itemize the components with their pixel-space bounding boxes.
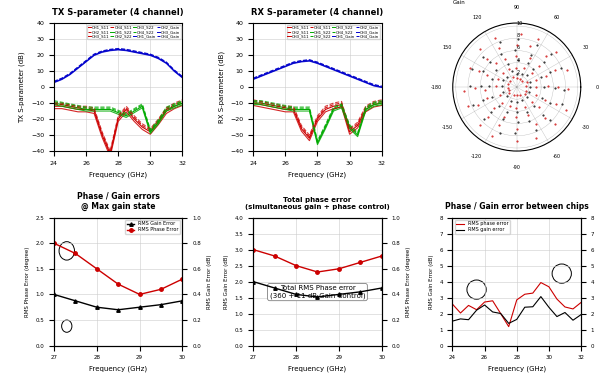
RMS phase error (577, 300, 585, 305)
RMS phase error (537, 280, 544, 285)
RMS phase error (497, 311, 504, 316)
RMS Phase (271, 254, 278, 258)
RMS Phase (357, 260, 364, 265)
RMS Gain Error (93, 305, 101, 310)
RMS Gain Error (72, 298, 79, 303)
RMS phase error (521, 292, 528, 296)
Line: RMS Gain: RMS Gain (252, 280, 383, 299)
RMS phase error (481, 300, 488, 305)
RMS phase error (465, 303, 472, 308)
RMS gain error (489, 310, 496, 314)
Y-axis label: RMS Gain Error (dB): RMS Gain Error (dB) (224, 254, 229, 309)
RMS gain error (553, 314, 561, 319)
Legend: CH1_S11, CH2_S11, CH3_S11, CH4_S11, CH1_S22, CH2_S22, CH3_S22, CH4_S22, CH1_Gain: CH1_S11, CH2_S11, CH3_S11, CH4_S11, CH1_… (87, 25, 180, 39)
Title: TX S-parameter (4 channel): TX S-parameter (4 channel) (52, 8, 184, 17)
RMS Phase (292, 263, 300, 268)
Title: RX S-parameter (4 channel): RX S-parameter (4 channel) (252, 8, 383, 17)
RMS phase error (561, 305, 568, 309)
RMS Gain (357, 290, 364, 294)
RMS phase error (449, 302, 456, 306)
RMS gain error (561, 310, 568, 315)
RMS phase error (489, 298, 496, 303)
Title: Phase / Gain error between chips: Phase / Gain error between chips (445, 202, 589, 211)
RMS phase error (553, 297, 561, 301)
RMS gain error (537, 294, 544, 299)
RMS gain error (521, 305, 528, 310)
RMS gain error (570, 318, 577, 323)
RMS Phase (314, 270, 321, 274)
RMS gain error (505, 321, 512, 326)
RMS Phase Error (158, 287, 165, 291)
RMS Phase Error (50, 241, 58, 245)
Line: RMS Gain Error: RMS Gain Error (52, 293, 184, 311)
Line: RMS phase error: RMS phase error (452, 283, 581, 327)
RMS phase error (513, 298, 521, 302)
RMS gain error (457, 316, 464, 321)
RMS Gain Error (136, 305, 143, 310)
RMS phase error (473, 308, 480, 312)
RMS Gain (292, 292, 300, 297)
Y-axis label: RMS Gain Error (dB): RMS Gain Error (dB) (207, 254, 211, 309)
Y-axis label: RMS Phase Error (degree): RMS Phase Error (degree) (406, 247, 411, 317)
X-axis label: Frequency (GHz): Frequency (GHz) (288, 171, 347, 178)
RMS phase error (545, 285, 552, 289)
Title: Total phase error
(simultaneous gain + phase control): Total phase error (simultaneous gain + p… (245, 197, 390, 210)
Y-axis label: TX S-parameter (dB): TX S-parameter (dB) (19, 51, 26, 123)
RMS phase error (530, 291, 537, 295)
Line: RMS Phase: RMS Phase (252, 248, 383, 274)
RMS Phase (378, 254, 385, 258)
Legend: RMS phase error, RMS gain error: RMS phase error, RMS gain error (455, 220, 510, 234)
RMS phase error (457, 311, 464, 315)
RMS Gain (378, 286, 385, 290)
RMS Gain (335, 292, 343, 297)
X-axis label: Frequency (GHz): Frequency (GHz) (288, 366, 347, 372)
RMS Phase Error (72, 251, 79, 256)
X-axis label: Frequency (GHz): Frequency (GHz) (89, 171, 147, 178)
Y-axis label: RX S-parameter (dB): RX S-parameter (dB) (218, 51, 225, 123)
RMS Gain (271, 286, 278, 290)
Legend: RMS Gain Error, RMS Phase Error: RMS Gain Error, RMS Phase Error (125, 220, 180, 234)
RMS Phase Error (93, 266, 101, 271)
RMS Gain (314, 295, 321, 299)
RMS phase error (570, 307, 577, 311)
Text: Total RMS Phase error
(360 + 11 dB Gain Control): Total RMS Phase error (360 + 11 dB Gain … (270, 285, 365, 299)
X-axis label: Frequency (GHz): Frequency (GHz) (89, 366, 147, 372)
RMS gain error (545, 305, 552, 310)
RMS phase error (505, 324, 512, 329)
RMS gain error (473, 308, 480, 313)
Text: Gain: Gain (453, 0, 465, 5)
Line: RMS Phase Error: RMS Phase Error (52, 242, 184, 296)
RMS gain error (497, 311, 504, 316)
Title: Static vector constellation of TX: Static vector constellation of TX (447, 0, 586, 2)
Y-axis label: RMS Phase Error (degree): RMS Phase Error (degree) (25, 247, 30, 317)
RMS gain error (481, 303, 488, 307)
RMS gain error (465, 318, 472, 322)
RMS Gain Error (114, 308, 122, 312)
RMS Phase Error (136, 292, 143, 297)
X-axis label: Frequency (GHz): Frequency (GHz) (488, 366, 546, 372)
Legend: CH1_S11, CH2_S11, CH3_S11, CH4_S11, CH1_S22, CH2_S22, CH3_S22, CH4_S22, CH1_Gain: CH1_S11, CH2_S11, CH3_S11, CH4_S11, CH1_… (286, 25, 380, 39)
RMS gain error (513, 317, 521, 322)
RMS Gain Error (179, 298, 186, 303)
RMS Gain Error (158, 302, 165, 307)
RMS gain error (577, 312, 585, 317)
Line: RMS gain error: RMS gain error (452, 296, 581, 323)
RMS Phase Error (179, 277, 186, 281)
Y-axis label: RMS Gain Error (dB): RMS Gain Error (dB) (429, 254, 434, 309)
RMS Phase (335, 266, 343, 271)
RMS Phase Error (114, 282, 122, 286)
RMS gain error (449, 319, 456, 323)
RMS gain error (530, 305, 537, 309)
RMS Phase (250, 247, 257, 252)
RMS Gain Error (50, 292, 58, 297)
Title: Phase / Gain errors
@ Max gain state: Phase / Gain errors @ Max gain state (77, 192, 159, 212)
RMS Gain (250, 279, 257, 284)
